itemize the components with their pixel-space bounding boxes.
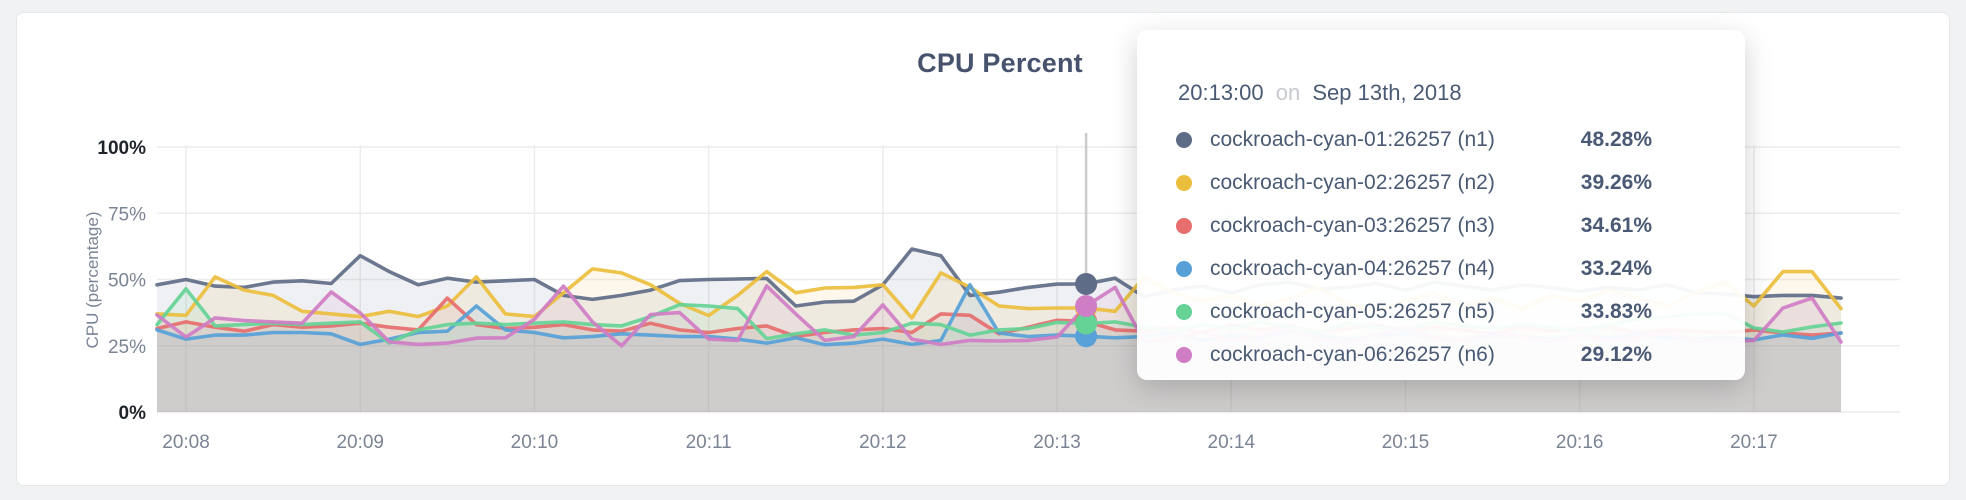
y-tick-label: 50%: [108, 271, 146, 292]
series-color-dot-icon: [1176, 303, 1192, 320]
series-color-dot-icon: [1176, 260, 1192, 277]
tooltip-row: cockroach-cyan-02:26257 (n2) 39.26%: [1137, 161, 1745, 204]
tooltip-series-label: cockroach-cyan-05:26257 (n5): [1210, 299, 1495, 323]
series-color-dot-icon: [1176, 174, 1192, 191]
y-tick-label: 0%: [119, 403, 147, 424]
series-color-dot-icon: [1176, 346, 1192, 363]
hover-dot-n6: [1075, 295, 1098, 317]
tooltip-row: cockroach-cyan-04:26257 (n4) 33.24%: [1137, 247, 1745, 290]
tooltip-date: Sep 13th, 2018: [1312, 80, 1462, 105]
x-tick-label: 20:11: [686, 432, 732, 453]
x-tick-label: 20:15: [1382, 432, 1430, 453]
tooltip-series-value: 48.28%: [1580, 127, 1652, 151]
hover-dot-n1: [1075, 273, 1098, 296]
series-color-dot-icon: [1176, 131, 1192, 148]
x-tick-label: 20:09: [336, 432, 384, 453]
x-tick-label: 20:08: [162, 432, 210, 453]
tooltip-series-label: cockroach-cyan-01:26257 (n1): [1210, 127, 1495, 151]
tooltip-row: cockroach-cyan-06:26257 (n6) 29.12%: [1137, 333, 1745, 376]
x-tick-label: 20:16: [1556, 432, 1604, 453]
x-tick-label: 20:13: [1033, 432, 1081, 453]
tooltip-series-value: 34.61%: [1580, 213, 1652, 237]
tooltip-series-label: cockroach-cyan-03:26257 (n3): [1210, 213, 1495, 237]
tooltip-rows: cockroach-cyan-01:26257 (n1) 48.28% cockro…: [1137, 118, 1745, 376]
tooltip-series-value: 33.83%: [1580, 299, 1652, 323]
series-area-n3: [157, 298, 1841, 412]
tooltip-time: 20:13:00: [1178, 80, 1264, 105]
tooltip-series-label: cockroach-cyan-04:26257 (n4): [1210, 256, 1495, 280]
tooltip-series-label: cockroach-cyan-06:26257 (n6): [1210, 342, 1495, 366]
tooltip-row: cockroach-cyan-01:26257 (n1) 48.28%: [1137, 118, 1745, 161]
chart-title: CPU Percent: [917, 48, 1083, 78]
hover-tooltip: 20:13:00 on Sep 13th, 2018 cockroach-cya…: [1137, 30, 1745, 380]
tooltip-row: cockroach-cyan-05:26257 (n5) 33.83%: [1137, 290, 1745, 333]
tooltip-header: 20:13:00 on Sep 13th, 2018: [1137, 80, 1745, 106]
tooltip-series-value: 39.26%: [1580, 170, 1652, 194]
y-axis-title: CPU (percentage): [83, 211, 102, 348]
tooltip-conjunction: on: [1275, 80, 1301, 105]
x-tick-label: 20:17: [1730, 432, 1778, 453]
y-tick-label: 75%: [108, 204, 146, 225]
x-tick-label: 20:10: [511, 432, 559, 453]
y-tick-label: 25%: [108, 337, 146, 358]
tooltip-series-value: 29.12%: [1580, 342, 1652, 366]
y-tick-label: 100%: [97, 138, 146, 159]
series-area-n5: [157, 288, 1841, 412]
x-tick-label: 20:12: [859, 432, 907, 453]
hover-dot-n5: [1075, 312, 1098, 335]
tooltip-series-value: 33.24%: [1580, 256, 1652, 280]
tooltip-series-label: cockroach-cyan-02:26257 (n2): [1210, 170, 1495, 194]
series-color-dot-icon: [1176, 217, 1192, 234]
tooltip-row: cockroach-cyan-03:26257 (n3) 34.61%: [1137, 204, 1745, 247]
series-area-n4: [157, 284, 1841, 412]
series-area-n6: [157, 285, 1841, 412]
x-tick-label: 20:14: [1208, 432, 1256, 453]
